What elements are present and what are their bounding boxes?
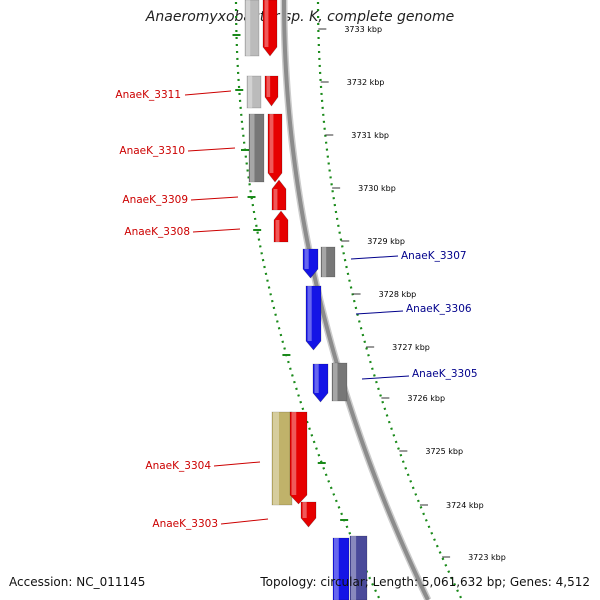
map-title: Anaeromyxobacter sp. K, complete genome bbox=[145, 9, 455, 25]
gene-leader-line bbox=[355, 310, 404, 315]
gene-arrow-AnaeK_3305 bbox=[312, 363, 329, 403]
gene-label: AnaeK_3311 bbox=[115, 89, 181, 101]
gene-leader-line bbox=[361, 375, 410, 380]
gene-label: AnaeK_3303 bbox=[152, 518, 218, 530]
inner-dotted-ring bbox=[234, 1, 381, 599]
feature-block-3307-partner bbox=[320, 246, 336, 278]
tick-label: 3730 kbp bbox=[358, 184, 396, 193]
gene-label: AnaeK_3304 bbox=[145, 460, 211, 472]
gene-label: AnaeK_3309 bbox=[122, 194, 188, 206]
feature-block-bottom-slate bbox=[349, 535, 368, 600]
feature-block-gray-highlight bbox=[246, 0, 251, 56]
gene-arrow-AnaeK_3310 bbox=[267, 113, 283, 183]
feature-block-3305-partner-highlight bbox=[333, 363, 338, 401]
gene-label: AnaeK_3305 bbox=[412, 368, 478, 380]
feature-block-3310-partner-highlight bbox=[250, 114, 255, 182]
gene-arrow-AnaeK_3311 bbox=[264, 75, 279, 107]
gene-arrow-AnaeK_3305-highlight bbox=[314, 364, 319, 393]
gene-arrow-AnaeK_3306-highlight bbox=[307, 286, 312, 341]
gene-arrow-AnaeK_3309 bbox=[271, 179, 287, 211]
gene-arrow-AnaeK_3308-highlight bbox=[275, 220, 280, 242]
feature-block-3305-partner bbox=[331, 362, 348, 402]
topology-text: Topology: circular; Length: 5,061,632 bp… bbox=[260, 575, 590, 589]
gene-arrow-AnaeK_3304-highlight bbox=[291, 412, 297, 495]
gene-arrow-AnaeK_3309-highlight bbox=[273, 189, 278, 210]
gene-leader-line bbox=[220, 518, 269, 525]
feature-block-AnaeK_3304-highlight bbox=[273, 412, 279, 505]
gene-arrow-AnaeK_3306 bbox=[305, 285, 322, 351]
gene-arrow-top-highlight bbox=[264, 0, 269, 47]
tick-label: 3726 kbp bbox=[407, 394, 445, 403]
tick-label: 3727 kbp bbox=[392, 343, 430, 352]
tick-label: 3725 kbp bbox=[425, 447, 463, 456]
gene-leader-line bbox=[187, 147, 236, 152]
tick-label: 3724 kbp bbox=[446, 501, 484, 510]
feature-block-gray bbox=[244, 0, 260, 57]
tick-label: 3728 kbp bbox=[379, 290, 417, 299]
gene-arrow-AnaeK_3304 bbox=[289, 411, 308, 505]
gene-label: AnaeK_3310 bbox=[119, 145, 185, 157]
gene-arrow-AnaeK_3308 bbox=[273, 210, 289, 243]
accession-text: Accession: NC_011145 bbox=[9, 575, 146, 589]
gene-label: AnaeK_3306 bbox=[406, 303, 472, 315]
gene-label: AnaeK_3307 bbox=[401, 250, 467, 262]
gene-arrow-top bbox=[262, 0, 278, 57]
gene-arrow-AnaeK_3310-highlight bbox=[269, 114, 274, 173]
gene-arrow-AnaeK_3311-highlight bbox=[266, 76, 271, 97]
feature-block-bottom-slate-highlight bbox=[351, 536, 357, 600]
gene-label: AnaeK_3308 bbox=[124, 226, 190, 238]
feature-block-bottom-blue-highlight bbox=[334, 538, 339, 600]
feature-block-3310-partner bbox=[248, 113, 265, 183]
gene-arrow-AnaeK_3303 bbox=[300, 501, 317, 528]
feature-block-3307-partner-highlight bbox=[322, 247, 327, 277]
tick-label: 3723 kbp bbox=[468, 553, 506, 562]
outer-dotted-ring bbox=[316, 1, 463, 599]
gene-leader-line bbox=[213, 461, 261, 467]
tick-label: 3732 kbp bbox=[347, 78, 385, 87]
tick-label: 3731 kbp bbox=[351, 131, 389, 140]
gene-leader-line bbox=[190, 196, 239, 201]
feature-block-bottom-blue bbox=[332, 537, 350, 600]
gene-leader-line bbox=[184, 90, 232, 96]
gene-arrow-AnaeK_3307 bbox=[302, 248, 319, 279]
gene-arrow-AnaeK_3303-highlight bbox=[302, 502, 307, 518]
feature-block-3311-partner bbox=[246, 75, 262, 109]
gene-leader-line bbox=[192, 228, 241, 233]
tick-label: 3729 kbp bbox=[367, 237, 405, 246]
gene-leader-line bbox=[350, 255, 399, 260]
gene-arrow-AnaeK_3307-highlight bbox=[304, 249, 309, 269]
tick-label: 3733 kbp bbox=[344, 25, 382, 34]
feature-block-3311-partner-highlight bbox=[248, 76, 253, 108]
